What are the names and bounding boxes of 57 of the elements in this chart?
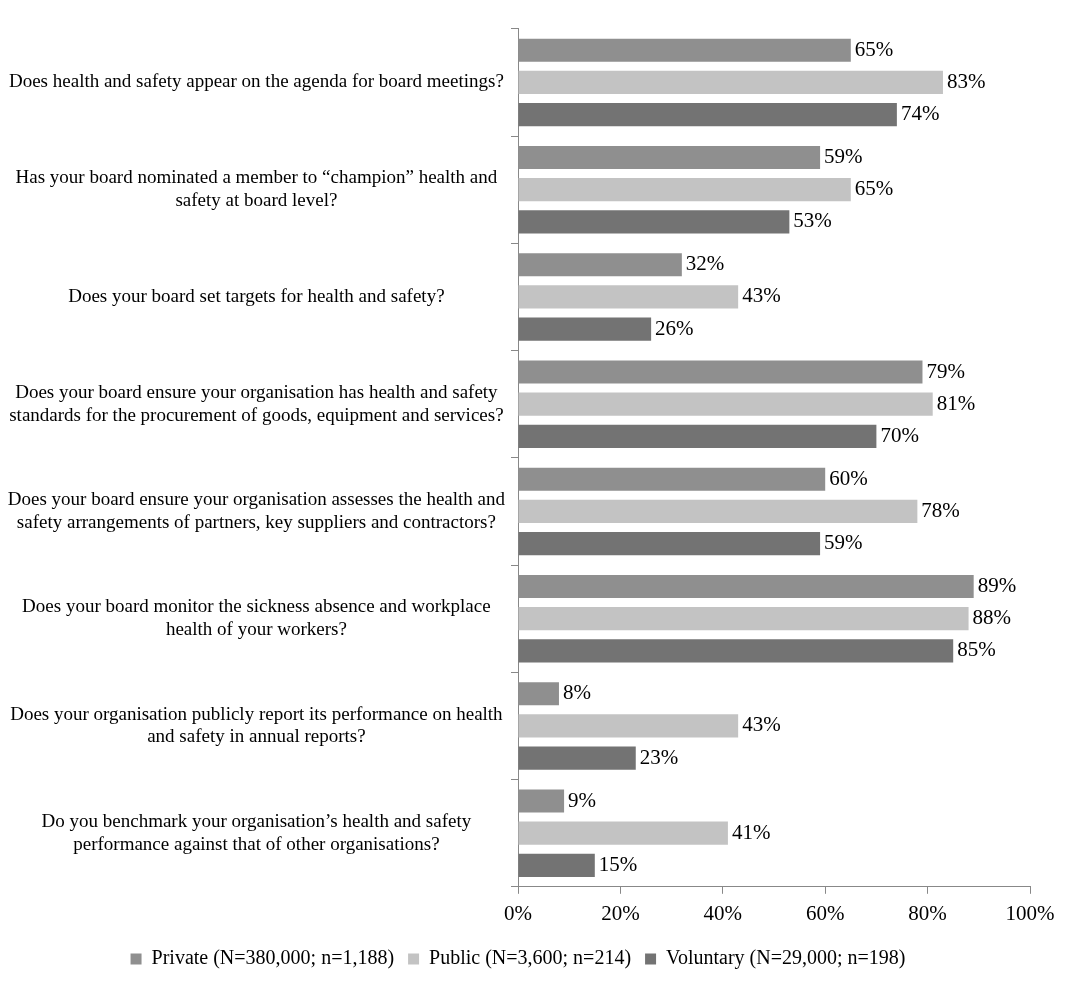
bar bbox=[518, 746, 636, 770]
legend-label: Public (N=3,600; n=214) bbox=[429, 946, 632, 970]
data-label: 15% bbox=[598, 851, 638, 876]
data-label: 83% bbox=[946, 68, 986, 93]
bar bbox=[518, 103, 897, 127]
data-label: 81% bbox=[936, 390, 976, 415]
bar bbox=[518, 70, 943, 95]
data-label: 79% bbox=[926, 358, 965, 383]
x-tick-label: 60% bbox=[805, 900, 845, 925]
data-label: 32% bbox=[685, 251, 725, 276]
x-tick-label: 80% bbox=[908, 900, 947, 925]
data-label: 65% bbox=[854, 36, 894, 61]
data-label: 9% bbox=[568, 787, 597, 812]
data-label: 43% bbox=[742, 712, 781, 737]
y-tick-label: Does your board set targets for health and safety? bbox=[68, 284, 445, 306]
data-label: 41% bbox=[731, 819, 771, 844]
bar bbox=[518, 714, 739, 738]
bar bbox=[518, 639, 954, 663]
bar bbox=[518, 392, 933, 416]
data-label: 59% bbox=[824, 144, 863, 169]
data-label: 74% bbox=[900, 101, 940, 126]
data-label: 26% bbox=[655, 315, 694, 340]
data-label: 65% bbox=[854, 176, 894, 201]
y-tick-label: Has your board nominated a member to “champion” health and safety at board level? bbox=[15, 166, 498, 211]
bar bbox=[518, 532, 821, 556]
data-label: 8% bbox=[562, 680, 591, 705]
data-label: 85% bbox=[957, 637, 996, 662]
data-label: 70% bbox=[880, 422, 919, 447]
y-tick-label: Does health and safety appear on the agenda for board meetings? bbox=[8, 70, 504, 92]
bar bbox=[518, 285, 739, 309]
y-tick-label: Does your board ensure your organisation assesses the health and safety arrangements of partners, key suppliers and contractors? bbox=[7, 488, 506, 532]
y-tick-label: Does your board ensure your organisation has health and safety standards for the procurement of goods, equipment and services? bbox=[9, 380, 504, 425]
bar bbox=[518, 317, 652, 341]
bar bbox=[518, 210, 790, 234]
data-label: 23% bbox=[639, 744, 679, 769]
legend-label: Voluntary (N=29,000; n=198) bbox=[666, 946, 906, 970]
bar bbox=[518, 853, 595, 877]
x-tick-label: 100% bbox=[1005, 900, 1055, 925]
data-label: 60% bbox=[829, 465, 868, 490]
bar bbox=[518, 424, 877, 448]
x-tick-label: 20% bbox=[601, 900, 640, 925]
legend-label: Private (N=380,000; n=1,188) bbox=[151, 946, 395, 970]
bar bbox=[518, 821, 728, 845]
bar bbox=[518, 607, 969, 631]
bar bbox=[518, 499, 918, 524]
data-label: 53% bbox=[793, 208, 832, 233]
data-label: 43% bbox=[742, 283, 781, 308]
x-tick-label: 40% bbox=[703, 900, 743, 925]
x-tick-label: 0% bbox=[504, 900, 532, 925]
data-label: 88% bbox=[972, 605, 1012, 630]
y-tick-label: Does your board monitor the sickness absence and workplace health of your workers? bbox=[22, 595, 491, 640]
y-tick-label: Do you benchmark your organisation’s health and safety performance against that of other organisations? bbox=[41, 809, 472, 854]
data-label: 59% bbox=[824, 530, 863, 555]
y-tick-label: Does your organisation publicly report its performance on health and safety in annual reports? bbox=[10, 702, 504, 747]
bar bbox=[518, 178, 851, 202]
data-label: 89% bbox=[977, 573, 1017, 598]
data-label: 78% bbox=[921, 497, 960, 522]
